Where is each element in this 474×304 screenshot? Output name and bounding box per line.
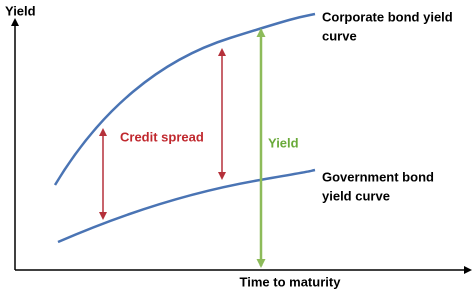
yield-label: Yield bbox=[268, 135, 299, 150]
credit-spread-label: Credit spread bbox=[120, 129, 204, 144]
curve-label: Government bond bbox=[322, 169, 434, 184]
curve-label: curve bbox=[322, 28, 357, 43]
curve-label: Corporate bond yield bbox=[322, 9, 453, 24]
government-curve bbox=[57, 168, 316, 244]
x-axis-label: Time to maturity bbox=[240, 274, 342, 289]
y-axis-label: Yield bbox=[5, 3, 36, 18]
curve-label: yield curve bbox=[322, 188, 390, 203]
corporate-curve bbox=[53, 12, 316, 186]
